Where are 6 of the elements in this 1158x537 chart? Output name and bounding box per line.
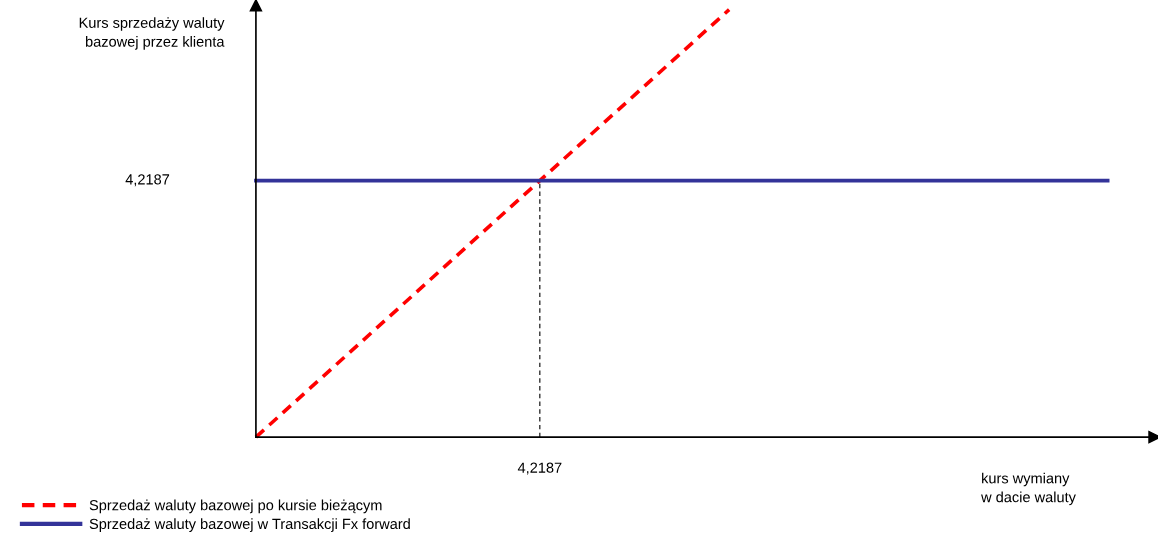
text: 4,2187	[517, 462, 562, 475]
y-axis-title: Kurs sprzedaży waluty bazowej przez klienta	[79, 17, 225, 50]
legend-label: Sprzedaż waluty bazowej w Transakcji Fx forward	[89, 518, 410, 532]
legend-label: Sprzedaż waluty bazowej po kursie bieżącym	[89, 499, 382, 514]
text: 4,2187	[125, 174, 170, 187]
x-axis-title: kurs wymiany w dacie waluty	[981, 472, 1076, 506]
